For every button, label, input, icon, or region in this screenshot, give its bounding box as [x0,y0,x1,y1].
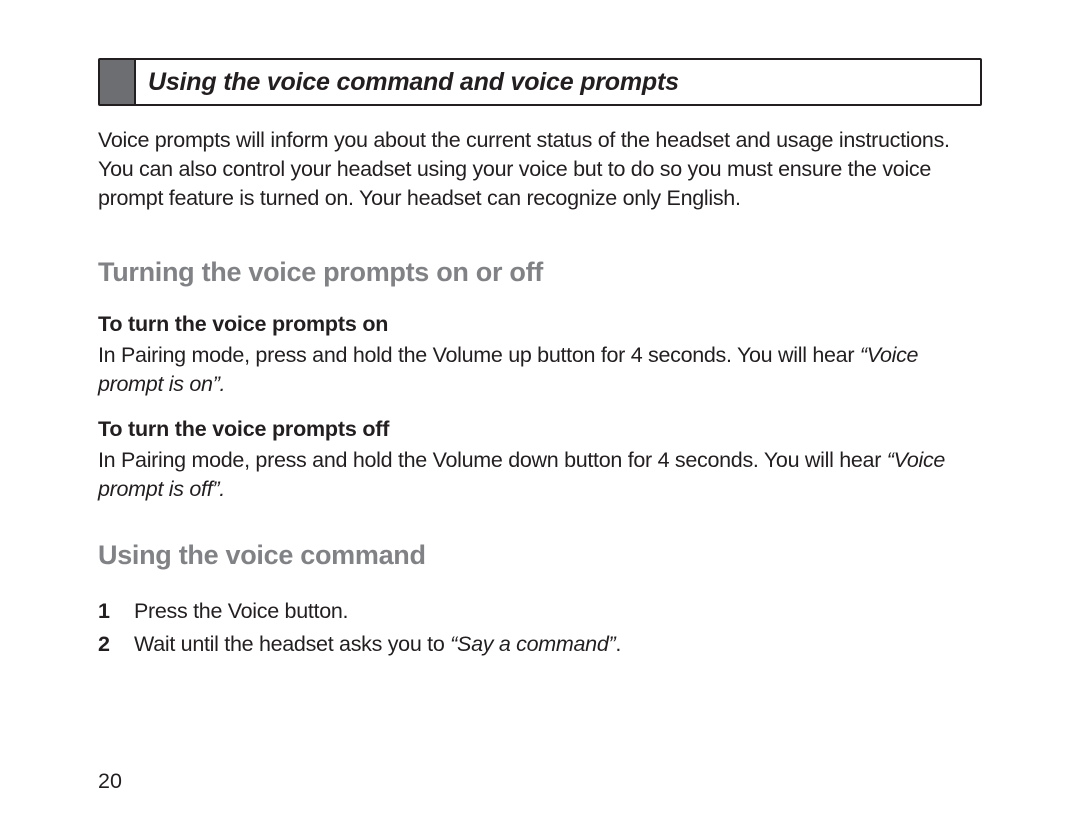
step-number: 1 [98,595,134,628]
prompts-on-heading: To turn the voice prompts on [98,312,982,337]
prompts-off-body: In Pairing mode, press and hold the Volu… [98,448,887,472]
prompts-off-text: In Pairing mode, press and hold the Volu… [98,446,982,504]
step-text-suffix: . [615,632,621,656]
title-bar-accent-tab [100,60,136,104]
subsection-heading-command: Using the voice command [98,540,982,571]
step-text-quote: “Say a command” [450,632,615,656]
section-title-bar: Using the voice command and voice prompt… [98,58,982,106]
manual-page: Using the voice command and voice prompt… [0,0,1080,840]
subsection-heading-prompts: Turning the voice prompts on or off [98,257,982,288]
intro-paragraph: Voice prompts will inform you about the … [98,126,982,213]
list-item: 1 Press the Voice button. [98,595,982,628]
page-number: 20 [98,769,122,794]
prompts-on-body: In Pairing mode, press and hold the Volu… [98,343,860,367]
list-item: 2 Wait until the headset asks you to “Sa… [98,628,982,661]
step-text: Press the Voice button. [134,595,982,628]
steps-list: 1 Press the Voice button. 2 Wait until t… [98,595,982,662]
section-title-text: Using the voice command and voice prompt… [136,60,980,104]
prompts-on-text: In Pairing mode, press and hold the Volu… [98,341,982,399]
step-text-prefix: Wait until the headset asks you to [134,632,450,656]
step-number: 2 [98,628,134,661]
prompts-off-heading: To turn the voice prompts off [98,417,982,442]
step-text: Wait until the headset asks you to “Say … [134,628,982,661]
